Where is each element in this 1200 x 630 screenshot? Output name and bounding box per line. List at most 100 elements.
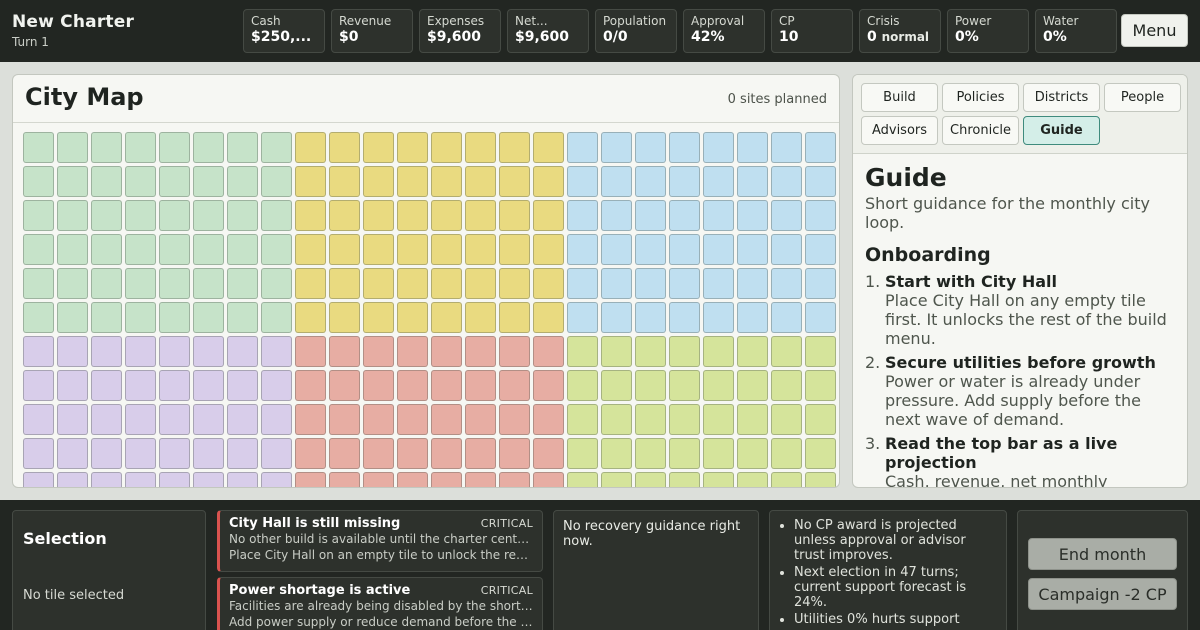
map-tile[interactable]	[295, 336, 326, 367]
map-tile[interactable]	[771, 166, 802, 197]
map-tile[interactable]	[57, 302, 88, 333]
map-tile[interactable]	[261, 234, 292, 265]
map-tile[interactable]	[567, 132, 598, 163]
map-tile[interactable]	[23, 302, 54, 333]
map-tile[interactable]	[227, 472, 258, 487]
map-tile[interactable]	[125, 268, 156, 299]
map-tile[interactable]	[567, 302, 598, 333]
map-tile[interactable]	[601, 438, 632, 469]
map-tile[interactable]	[533, 200, 564, 231]
map-tile[interactable]	[397, 132, 428, 163]
map-tile[interactable]	[125, 438, 156, 469]
map-tile[interactable]	[499, 336, 530, 367]
map-tile[interactable]	[261, 302, 292, 333]
map-tile[interactable]	[431, 132, 462, 163]
map-tile[interactable]	[703, 336, 734, 367]
map-tile[interactable]	[193, 472, 224, 487]
map-tile[interactable]	[193, 370, 224, 401]
map-tile[interactable]	[567, 438, 598, 469]
map-tile[interactable]	[465, 438, 496, 469]
map-tile[interactable]	[57, 438, 88, 469]
map-tile[interactable]	[23, 472, 54, 487]
map-tile[interactable]	[635, 370, 666, 401]
map-tile[interactable]	[431, 166, 462, 197]
map-tile[interactable]	[159, 132, 190, 163]
map-tile[interactable]	[261, 268, 292, 299]
map-tile[interactable]	[23, 268, 54, 299]
map-tile[interactable]	[499, 234, 530, 265]
map-tile[interactable]	[91, 200, 122, 231]
map-tile[interactable]	[737, 302, 768, 333]
map-tile[interactable]	[91, 438, 122, 469]
map-tile[interactable]	[805, 404, 836, 435]
tab-build[interactable]: Build	[861, 83, 938, 112]
map-tile[interactable]	[669, 234, 700, 265]
map-tile[interactable]	[533, 234, 564, 265]
map-tile[interactable]	[23, 438, 54, 469]
map-tile[interactable]	[567, 370, 598, 401]
map-tile[interactable]	[771, 132, 802, 163]
map-tile[interactable]	[261, 336, 292, 367]
map-tile[interactable]	[57, 472, 88, 487]
map-tile[interactable]	[601, 336, 632, 367]
map-tile[interactable]	[329, 234, 360, 265]
map-tile[interactable]	[431, 336, 462, 367]
map-tile[interactable]	[363, 438, 394, 469]
map-tile[interactable]	[703, 234, 734, 265]
map-tile[interactable]	[669, 472, 700, 487]
map-tile[interactable]	[193, 234, 224, 265]
map-tile[interactable]	[737, 268, 768, 299]
map-tile[interactable]	[193, 438, 224, 469]
map-tile[interactable]	[193, 166, 224, 197]
map-tile[interactable]	[805, 200, 836, 231]
map-tile[interactable]	[125, 200, 156, 231]
map-tile[interactable]	[329, 268, 360, 299]
map-tile[interactable]	[805, 370, 836, 401]
map-tile[interactable]	[397, 336, 428, 367]
map-tile[interactable]	[363, 200, 394, 231]
map-tile[interactable]	[567, 166, 598, 197]
map-tile[interactable]	[805, 132, 836, 163]
map-tile[interactable]	[499, 302, 530, 333]
map-tile[interactable]	[533, 404, 564, 435]
map-tile[interactable]	[329, 438, 360, 469]
map-tile[interactable]	[499, 370, 530, 401]
map-tile[interactable]	[57, 132, 88, 163]
map-tile[interactable]	[295, 370, 326, 401]
map-tile[interactable]	[91, 132, 122, 163]
map-tile[interactable]	[771, 336, 802, 367]
map-tile[interactable]	[91, 336, 122, 367]
map-tile[interactable]	[533, 370, 564, 401]
map-tile[interactable]	[771, 438, 802, 469]
map-tile[interactable]	[499, 200, 530, 231]
map-tile[interactable]	[159, 472, 190, 487]
map-tile[interactable]	[91, 472, 122, 487]
map-tile[interactable]	[363, 370, 394, 401]
tab-people[interactable]: People	[1104, 83, 1181, 112]
map-tile[interactable]	[329, 302, 360, 333]
map-tile[interactable]	[465, 234, 496, 265]
map-tile[interactable]	[499, 404, 530, 435]
map-tile[interactable]	[533, 132, 564, 163]
map-tile[interactable]	[193, 404, 224, 435]
map-tile[interactable]	[23, 200, 54, 231]
map-tile[interactable]	[533, 438, 564, 469]
map-tile[interactable]	[567, 336, 598, 367]
map-tile[interactable]	[159, 166, 190, 197]
map-tile[interactable]	[499, 438, 530, 469]
map-tile[interactable]	[635, 166, 666, 197]
map-tile[interactable]	[23, 166, 54, 197]
map-tile[interactable]	[57, 200, 88, 231]
map-tile[interactable]	[57, 166, 88, 197]
map-tile[interactable]	[227, 438, 258, 469]
map-tile[interactable]	[57, 234, 88, 265]
map-tile[interactable]	[465, 370, 496, 401]
map-tile[interactable]	[261, 166, 292, 197]
map-tile[interactable]	[465, 472, 496, 487]
map-tile[interactable]	[431, 472, 462, 487]
map-tile[interactable]	[159, 404, 190, 435]
map-tile[interactable]	[431, 268, 462, 299]
map-tile[interactable]	[703, 302, 734, 333]
tab-advisors[interactable]: Advisors	[861, 116, 938, 145]
map-tile[interactable]	[601, 370, 632, 401]
